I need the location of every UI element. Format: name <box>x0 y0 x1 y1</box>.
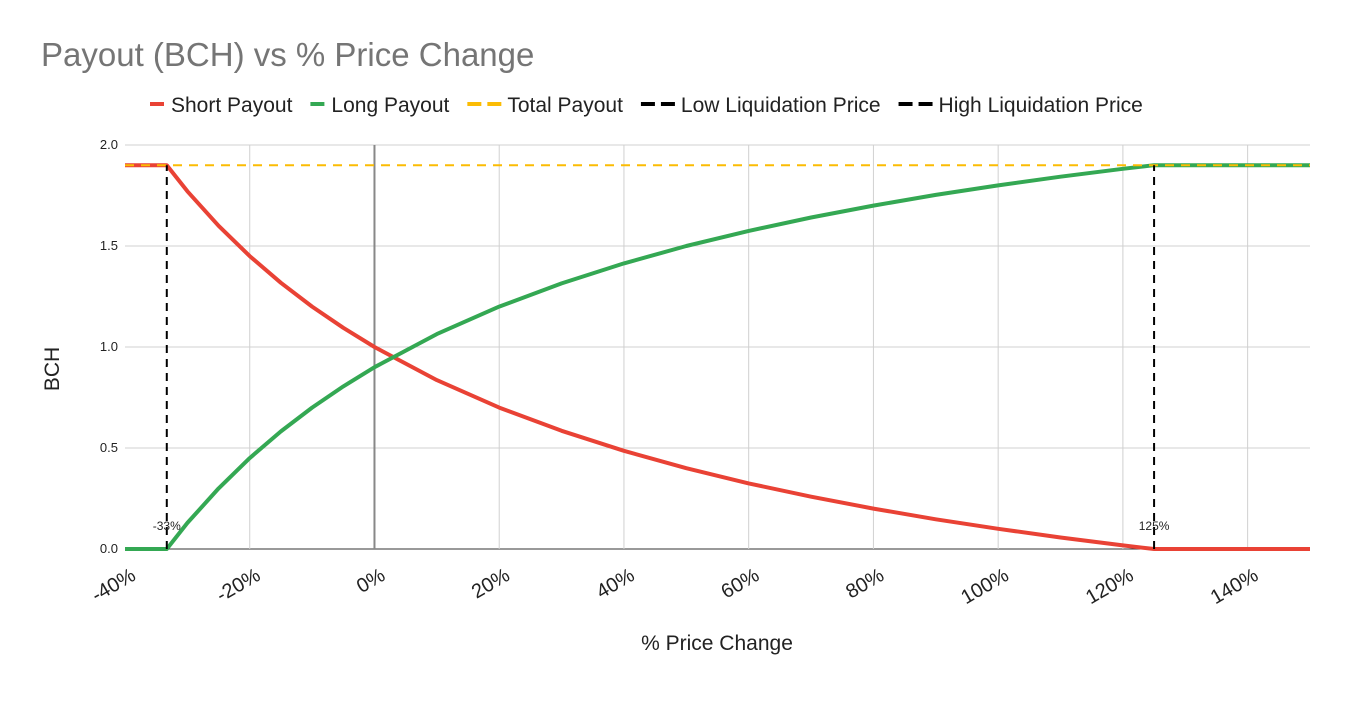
legend-label: Short Payout <box>171 94 293 117</box>
x-tick-label: 120% <box>1082 564 1137 609</box>
x-tick-label: 60% <box>718 564 764 603</box>
marker-label: -33% <box>153 519 181 533</box>
x-tick-label: 80% <box>842 564 888 603</box>
y-tick-label: 1.5 <box>100 238 118 253</box>
gridlines <box>125 144 1310 550</box>
legend-item: Low Liquidation Price <box>640 94 881 117</box>
y-tick-label: 2.0 <box>100 137 118 152</box>
x-tick-label: 0% <box>353 564 389 598</box>
y-tick-label: 0.5 <box>100 440 118 455</box>
legend-label: Low Liquidation Price <box>681 94 881 117</box>
marker-label: 125% <box>1139 519 1170 533</box>
x-tick-label: 140% <box>1207 564 1262 609</box>
legend-label: Total Payout <box>507 94 623 117</box>
chart-title: Payout (BCH) vs % Price Change <box>41 36 534 73</box>
y-tick-label: 0.0 <box>100 541 118 556</box>
legend-item: Total Payout <box>467 94 623 117</box>
axis-ticks: 0.0 0.5 1.0 1.5 2.0 -40% -20% 0% 20% 40% 60% 80% 100… <box>88 137 1262 609</box>
liquidation-markers: -33% 125% <box>153 165 1170 549</box>
series-lines <box>125 163 1310 551</box>
legend-label: Long Payout <box>331 94 449 117</box>
legend-item: Long Payout <box>310 94 450 117</box>
x-tick-label: 20% <box>468 564 514 603</box>
x-axis-label: % Price Change <box>641 632 793 655</box>
x-tick-label: 40% <box>593 564 639 603</box>
y-axis-label: BCH <box>41 347 64 391</box>
legend: Short Payout Long Payout Total Payout Low L… <box>150 94 1143 117</box>
x-tick-label: 100% <box>957 564 1012 609</box>
x-tick-label: -20% <box>213 564 265 607</box>
long-payout-line <box>125 163 1310 551</box>
legend-item: High Liquidation Price <box>898 94 1143 117</box>
x-tick-label: -40% <box>88 564 140 607</box>
y-tick-label: 1.0 <box>100 339 118 354</box>
legend-label: High Liquidation Price <box>939 94 1143 117</box>
legend-item: Short Payout <box>150 94 293 117</box>
short-payout-line <box>125 163 1310 551</box>
